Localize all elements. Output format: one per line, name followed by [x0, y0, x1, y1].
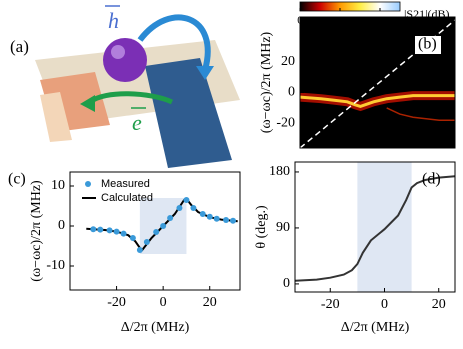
marker: [106, 227, 113, 234]
marker: [199, 211, 206, 217]
x-tick-label: 20: [432, 297, 446, 312]
colorbar: [299, 1, 401, 12]
h-arrow: [137, 14, 211, 71]
label-backdrop: [415, 36, 441, 54]
y-tick-label: -10: [46, 258, 65, 273]
legend-label: Measured: [101, 178, 150, 190]
y-axis-label: (ω−ωc)/2π (MHz): [259, 31, 274, 133]
marker: [90, 226, 97, 233]
x-tick-label: 20: [203, 295, 217, 310]
marker: [97, 226, 104, 233]
marker: [143, 239, 150, 245]
marker: [206, 213, 213, 220]
plot-frame: [294, 161, 456, 293]
marker: [176, 205, 183, 211]
x-tick-label: -20: [107, 295, 126, 310]
panel-label: (c): [8, 171, 26, 188]
x-tick-label: 0: [160, 295, 167, 310]
curve: [295, 175, 455, 282]
marker: [160, 223, 167, 229]
colorbar-label: |S21|(dB): [404, 7, 449, 21]
marker: [183, 197, 190, 203]
y-tick-label: 0: [58, 218, 65, 233]
x-tick-label: -20: [321, 297, 340, 312]
marker: [120, 230, 127, 237]
y-tick-label: 0: [288, 85, 295, 100]
marker: [223, 217, 230, 223]
y-tick-label: 180: [269, 164, 290, 179]
marker: [167, 215, 174, 221]
x-axis-label: Δ/2π (MHz): [121, 320, 190, 335]
x-tick-label: 0: [381, 297, 388, 312]
x-axis-label: Δ/2π (MHz): [341, 320, 410, 335]
plot-frame: [69, 171, 241, 291]
e-label: e: [132, 110, 142, 135]
legend-label: Calculated: [101, 192, 153, 204]
marker: [136, 247, 143, 253]
marker: [230, 217, 237, 224]
h-label: h: [108, 8, 119, 33]
y-tick-label: 20: [281, 54, 295, 69]
marker: [113, 228, 120, 235]
colorbar-tick-label: 20: [335, 15, 347, 27]
step: [40, 92, 72, 142]
plot-area: [295, 162, 455, 292]
y-axis-label: (ω−ωc)/2π (MHz): [29, 180, 44, 282]
h-arrow-head: [196, 66, 214, 80]
ridge: [300, 94, 455, 108]
marker: [129, 235, 136, 241]
y-axis-label: θ (deg.): [254, 205, 269, 249]
plot-frame: [299, 16, 456, 149]
y-tick-label: 90: [276, 220, 290, 235]
marker: [190, 205, 197, 211]
y-tick-label: -20: [276, 116, 295, 131]
sphere-highlight: [111, 45, 125, 59]
marker: [213, 215, 220, 222]
marker: [153, 229, 160, 235]
plot-area: [86, 197, 238, 254]
y-tick-label: 10: [51, 178, 65, 193]
colorbar-tick-label: 40: [375, 15, 387, 27]
illustration: (a) h e: [10, 5, 240, 168]
ridge: [386, 107, 455, 122]
e-arrow-head: [80, 95, 95, 112]
panel-label: (d): [422, 171, 441, 188]
plot-area: [300, 17, 455, 148]
guide-line: [300, 19, 455, 148]
sphere: [103, 38, 147, 82]
shaded-region: [357, 162, 412, 292]
y-tick-label: 0: [283, 276, 290, 291]
panel-label: (a): [10, 37, 29, 56]
legend-marker: [85, 181, 91, 187]
right-strip: [145, 58, 232, 168]
e-arrow: [88, 91, 174, 105]
panel-label: (b): [418, 36, 437, 53]
